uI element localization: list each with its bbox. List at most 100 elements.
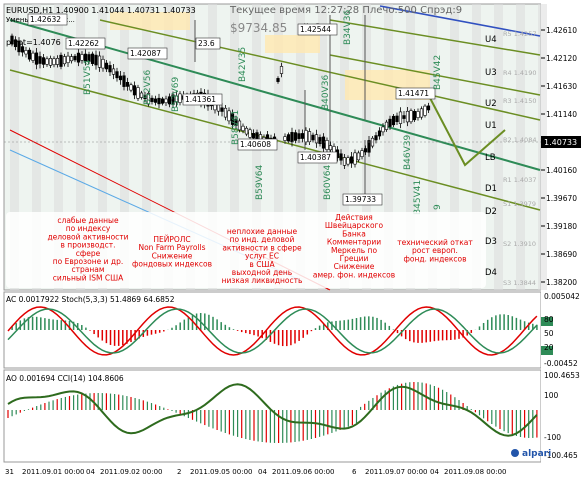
vertical-label: B60V64 [323,164,333,200]
annotation-line: активности в сфере [222,243,302,252]
annotation-line: сильный ISM США [53,273,124,282]
candle-body [80,54,84,61]
candle-body [150,97,154,102]
annotation-line: слабые данные [57,216,119,225]
news-annotation: ПЕЙРОЛС Non Farm Payrolls Снижение фондовых… [132,235,212,269]
price-callout: 1.40387 [300,153,331,162]
candle-body [381,126,385,133]
candle-body [10,35,14,45]
candle-body [62,56,67,65]
candle-body [76,52,81,63]
annotation-line: амер. фон. индексов [313,270,395,279]
annotation-box [6,212,486,288]
candle-body [34,52,39,65]
candle-body [178,93,182,103]
time-label: 2011.09.06 00:00 [272,468,334,476]
candle-body [69,56,74,62]
candle-body [108,65,112,73]
session-stripe [120,4,129,290]
pivot-level-label: R2 1.4084 [503,136,536,144]
vertical-label: B34V36 [343,9,353,45]
vertical-label: B58V61 [231,110,241,145]
price-callout-box [342,193,383,206]
pivot-labels: R5 1.4257 R4 1.4190 R3 1.4150 R2 1.4084 R1 1… [503,30,536,287]
candle-body [83,53,88,62]
candle-body [325,140,329,150]
candle-body [234,118,238,126]
candle-body [388,118,392,127]
candle-body [419,108,424,118]
session-stripe [428,4,437,290]
candle-body [111,68,116,75]
vertical-label: B52V56 [143,69,153,105]
candle-body [395,115,399,123]
annotation-line: по инд. деловой [230,235,295,244]
ac-tick-label: 80 [544,315,554,324]
price-axis-area [541,0,581,480]
candle-body [300,133,305,139]
ac-tick-label: 50 [544,329,554,338]
annotation-line: фондовых индексов [132,260,212,269]
candle-body [398,111,403,124]
trend-lines [9,5,541,291]
annotation-line: технический откат [397,238,473,247]
time-label: 04 [258,468,267,476]
annotation-line: ПЕЙРОЛС [153,235,190,244]
candle-body [94,54,98,66]
candle-body [45,58,49,65]
level-U4: U4 [485,35,497,45]
candle-body [41,57,46,65]
price-callout: 1.42632 [30,15,61,24]
session-stripe [54,4,63,290]
time-label: 6 [352,468,357,476]
candle-body [171,94,175,105]
price-callout: 1.41361 [185,95,216,104]
price-tick-label: 1.41630 [546,82,577,91]
price-callouts: 1.42632 1.42262 1.42087 1.42544 1.41361 1.406… [27,13,436,206]
vertical-label: B46V39 [403,134,413,170]
candle-body [17,40,21,53]
annotation-line: Меркель по [331,246,377,255]
level-U3: U3 [485,68,497,78]
candle-body [356,152,361,161]
candle-body [153,98,158,103]
candle-body [409,110,413,123]
ao-panel[interactable] [3,369,542,463]
candle-body [353,152,357,165]
candle-body [220,107,224,112]
level-U1: U1 [485,121,497,131]
price-callout-box [65,37,106,50]
symbol-line: EURUSD,H1 1.40900 1.41044 1.40731 1.4073… [6,6,196,15]
candle-body [405,110,410,123]
price-callout: 23.6 [198,39,215,48]
session-stripe [10,4,19,290]
candle-body [101,58,105,69]
candle-body [122,75,126,87]
candle-body [73,55,77,61]
stoch-main-line [7,306,538,356]
ac-tick-label: -0.00452 [544,359,578,368]
session-stripe [186,4,195,290]
brand-icon [511,449,519,457]
candle-body [48,58,53,66]
level-D2: D2 [485,207,497,217]
candle-body [52,58,56,66]
ao-tick-label: -100.465 [544,451,578,460]
session-stripe [76,4,85,290]
annotation-line: Действия [335,213,373,222]
candle-body [87,54,91,62]
candle-body [38,56,42,64]
candle-body [321,136,326,149]
candle-body [118,75,123,81]
candle-body [349,156,354,164]
vertical-label: B45V42 [433,55,443,90]
price-callout-box [195,37,221,50]
price-callout: 1.42087 [130,49,161,58]
annotation-line: Комментарии [327,238,381,247]
current-price-text: 1.40733 [544,138,577,147]
price-callout: 1.42544 [300,25,331,34]
price-tick-label: 1.42120 [546,54,577,63]
ac-tick-label: 0.005042 [544,292,580,301]
